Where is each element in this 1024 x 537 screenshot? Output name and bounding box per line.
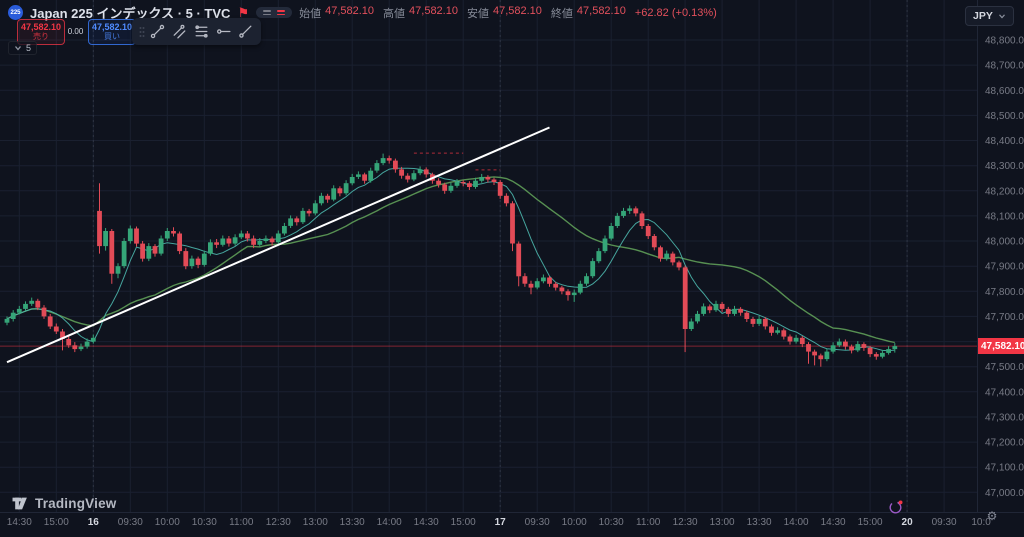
- buy-button[interactable]: 47,582.10 買い: [88, 19, 136, 45]
- sell-price: 47,582.10: [20, 21, 62, 32]
- svg-text:13:00: 13:00: [710, 517, 735, 528]
- bar-glyph-red-icon: [277, 10, 286, 15]
- open-label: 始値: [299, 7, 322, 20]
- svg-text:48,800.00: 48,800.00: [985, 36, 1024, 47]
- svg-text:48,700.00: 48,700.00: [985, 61, 1024, 72]
- svg-text:16: 16: [88, 517, 100, 528]
- svg-text:15:00: 15:00: [44, 517, 69, 528]
- svg-text:48,300.00: 48,300.00: [985, 161, 1024, 172]
- svg-text:48,100.00: 48,100.00: [985, 211, 1024, 222]
- svg-text:10:00: 10:00: [562, 517, 587, 528]
- svg-text:48,200.00: 48,200.00: [985, 186, 1024, 197]
- svg-text:47,900.00: 47,900.00: [985, 262, 1024, 273]
- chevron-down-icon: [998, 14, 1005, 19]
- svg-text:13:30: 13:30: [747, 517, 772, 528]
- buy-price: 47,582.10: [91, 21, 133, 32]
- svg-text:14:30: 14:30: [821, 517, 846, 528]
- svg-text:47,800.00: 47,800.00: [985, 287, 1024, 298]
- currency-value: JPY: [973, 10, 993, 22]
- chart-status-pill[interactable]: [256, 7, 293, 18]
- close-label: 終値: [550, 7, 573, 20]
- svg-text:10:30: 10:30: [192, 517, 217, 528]
- svg-text:47,100.00: 47,100.00: [985, 463, 1024, 474]
- spread-value: 0.00: [67, 26, 84, 36]
- svg-text:09:30: 09:30: [932, 517, 957, 528]
- symbol-logo: 225: [8, 5, 23, 20]
- svg-text:14:30: 14:30: [414, 517, 439, 528]
- svg-text:12:30: 12:30: [673, 517, 698, 528]
- close-value: 47,582.10: [576, 4, 626, 17]
- indicator-count: 5: [26, 43, 32, 53]
- svg-text:15:00: 15:00: [451, 517, 476, 528]
- parallel-channel-icon[interactable]: [169, 21, 190, 42]
- tradingview-brand-text: TradingView: [35, 496, 117, 511]
- axis-settings-gear-icon[interactable]: ⚙: [986, 509, 998, 523]
- change-value: +62.82 (+0.13%): [634, 6, 717, 19]
- svg-text:14:00: 14:00: [377, 517, 402, 528]
- currency-selector[interactable]: JPY: [965, 6, 1014, 26]
- symbol-header: 225 Japan 225 インデックス · 5 · TVC ⚑ 始値 47,58…: [8, 4, 717, 21]
- svg-text:48,600.00: 48,600.00: [985, 86, 1024, 97]
- svg-text:10:30: 10:30: [599, 517, 624, 528]
- legend-expand-toggle[interactable]: 5: [8, 41, 38, 55]
- tradingview-attribution[interactable]: TradingView: [12, 495, 116, 512]
- last-price-label: 47,582.10: [978, 338, 1024, 354]
- svg-text:12:30: 12:30: [266, 517, 291, 528]
- svg-text:48,500.00: 48,500.00: [985, 111, 1024, 122]
- svg-text:47,400.00: 47,400.00: [985, 387, 1024, 398]
- low-label: 安値: [466, 7, 489, 20]
- trend-line-icon[interactable]: [147, 21, 168, 42]
- buy-label: 買い: [104, 31, 120, 41]
- ray-icon[interactable]: [235, 21, 256, 42]
- svg-text:14:30: 14:30: [7, 517, 32, 528]
- svg-text:47,700.00: 47,700.00: [985, 312, 1024, 323]
- svg-text:11:00: 11:00: [229, 517, 254, 528]
- ohlc-readout: 始値 47,582.10 高値 47,582.10 安値 47,582.10 終値 47…: [299, 5, 717, 21]
- svg-text:11:00: 11:00: [636, 517, 661, 528]
- toolbar-drag-handle[interactable]: [137, 24, 146, 40]
- svg-text:47,300.00: 47,300.00: [985, 413, 1024, 424]
- chevron-down-icon: [15, 46, 21, 51]
- svg-text:47,200.00: 47,200.00: [985, 438, 1024, 449]
- svg-text:20: 20: [902, 517, 914, 528]
- svg-text:09:30: 09:30: [118, 517, 143, 528]
- svg-text:48,400.00: 48,400.00: [985, 136, 1024, 147]
- bar-glyph-gray-icon: [263, 10, 272, 15]
- svg-text:10:00: 10:00: [155, 517, 180, 528]
- svg-text:13:00: 13:00: [303, 517, 328, 528]
- sell-label: 売り: [33, 31, 49, 41]
- flag-icon[interactable]: ⚑: [237, 5, 250, 20]
- high-label: 高値: [383, 7, 406, 20]
- low-value: 47,582.10: [492, 4, 542, 17]
- drawing-toolbar: [132, 18, 261, 45]
- countdown-timer-icon[interactable]: [888, 499, 904, 515]
- svg-text:10:0: 10:0: [971, 517, 991, 528]
- svg-text:13:30: 13:30: [340, 517, 365, 528]
- fib-retracement-icon[interactable]: [191, 21, 212, 42]
- sell-button[interactable]: 47,582.10 売り: [17, 19, 65, 45]
- svg-text:14:00: 14:00: [784, 517, 809, 528]
- horizontal-ray-icon[interactable]: [213, 21, 234, 42]
- svg-text:17: 17: [495, 517, 507, 528]
- svg-text:09:30: 09:30: [525, 517, 550, 528]
- open-value: 47,582.10: [325, 4, 375, 17]
- svg-text:48,000.00: 48,000.00: [985, 237, 1024, 248]
- high-value: 47,582.10: [409, 4, 458, 17]
- svg-text:47,500.00: 47,500.00: [985, 362, 1024, 373]
- symbol-title[interactable]: Japan 225 インデックス · 5 · TVC: [30, 6, 231, 21]
- svg-text:15:00: 15:00: [858, 517, 883, 528]
- svg-text:47,000.00: 47,000.00: [985, 488, 1024, 499]
- tradingview-logo-icon: [12, 497, 27, 510]
